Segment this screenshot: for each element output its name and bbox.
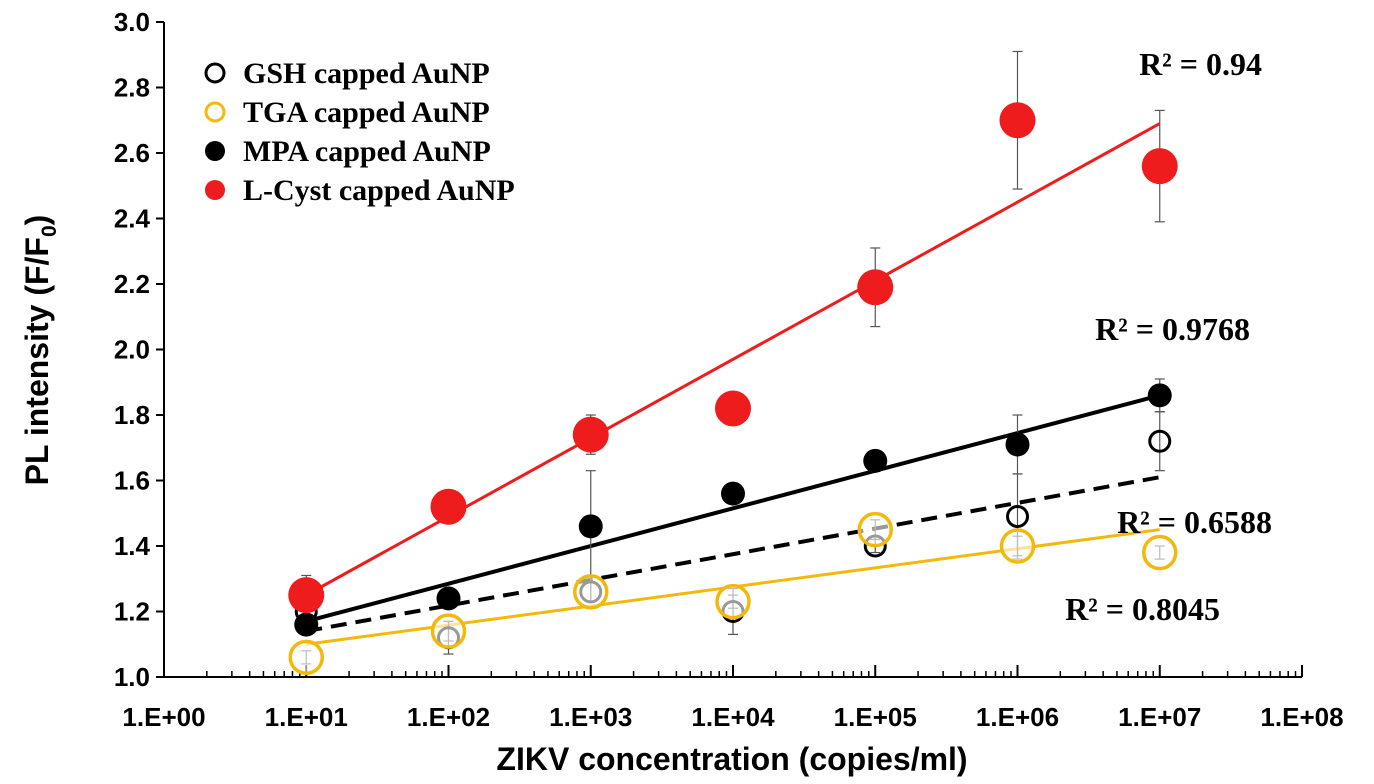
legend-label: MPA capped AuNP (243, 135, 491, 168)
data-point-series-2 (436, 586, 461, 611)
data-point-series-1 (715, 583, 751, 620)
r-squared-labels: R² = 0.6588 R² = 0.8045 R² = 0.9768 R² = 0.… (1065, 46, 1272, 627)
y-tick-label: 1.0 (114, 662, 150, 692)
data-point-series-2 (578, 514, 603, 539)
x-tick-label: 1.E+05 (834, 702, 917, 732)
legend-marker-3 (205, 180, 225, 200)
y-tick-label: 1.4 (114, 531, 151, 561)
data-point-series-3 (288, 577, 325, 614)
r-squared-label: R² = 0.6588 (1117, 504, 1272, 540)
y-tick-label: 2.2 (114, 269, 150, 299)
y-tick-label: 1.2 (114, 597, 150, 627)
data-point-series-2 (1005, 432, 1030, 457)
r-squared-label: R² = 0.9768 (1095, 311, 1250, 347)
x-tick-label: 1.E+08 (1260, 702, 1343, 732)
data-point-series-1 (999, 528, 1036, 564)
data-point-series-1 (430, 613, 467, 649)
legend: GSH capped AuNP TGA capped AuNP MPA capped… (204, 57, 515, 207)
x-tick-label: 1.E+01 (265, 702, 348, 732)
trendline-0 (305, 475, 1161, 634)
data-point-series-0 (1006, 505, 1029, 529)
data-point-series-3 (572, 416, 609, 453)
y-axis-title-subscript: 0 (38, 225, 61, 237)
data-point-series-3 (1141, 148, 1178, 185)
data-point-series-3 (857, 269, 894, 306)
r-squared-label: R² = 0.94 (1139, 46, 1262, 82)
legend-marker-1 (204, 101, 226, 123)
y-tick-label: 3.0 (114, 7, 150, 37)
x-tick-label: 1.E+07 (1118, 702, 1201, 732)
y-tick-label: 1.8 (114, 400, 150, 430)
data-point-series-2 (721, 481, 745, 506)
data-point-series-1 (857, 511, 893, 548)
legend-label: L-Cyst capped AuNP (243, 174, 515, 207)
data-point-series-3 (999, 102, 1036, 139)
data-point-series-3 (715, 390, 751, 427)
y-tick-label: 2.6 (114, 138, 150, 168)
data-point-series-2 (863, 448, 888, 473)
x-tick-label: 1.E+04 (691, 702, 775, 732)
data-points (288, 102, 1178, 676)
x-tick-label: 1.E+02 (407, 702, 490, 732)
data-point-series-1 (573, 574, 609, 610)
x-tick-label: 1.E+00 (122, 702, 205, 732)
data-point-series-1 (1142, 534, 1178, 571)
x-tick-label: 1.E+03 (549, 702, 632, 732)
y-tick-label: 1.6 (114, 466, 150, 496)
y-tick-label: 2.0 (114, 335, 150, 365)
legend-label: TGA capped AuNP (243, 96, 490, 129)
legend-marker-2 (205, 141, 225, 161)
data-point-series-3 (430, 488, 467, 525)
axes: 1.0 1.2 1.4 1.6 1.8 2.0 2.2 2.4 2.6 2.8 3.0 1.E+00 1… (114, 7, 1344, 732)
data-point-series-1 (288, 639, 324, 676)
data-point-series-0 (1148, 429, 1172, 453)
y-tick-label: 2.4 (114, 204, 151, 234)
legend-label: GSH capped AuNP (243, 57, 490, 90)
legend-marker-0 (204, 62, 226, 84)
x-axis-title: ZIKV concentration (copies/ml) (496, 741, 967, 777)
y-axis-title: PL intensity (F/F0) (19, 215, 61, 486)
x-tick-label: 1.E+06 (976, 702, 1059, 732)
y-axis-title-main: PL intensity (F/F (19, 237, 55, 485)
data-point-series-2 (1147, 383, 1172, 408)
y-tick-label: 2.8 (114, 73, 150, 103)
y-axis-title-end: ) (19, 215, 55, 226)
r-squared-label: R² = 0.8045 (1065, 591, 1220, 627)
